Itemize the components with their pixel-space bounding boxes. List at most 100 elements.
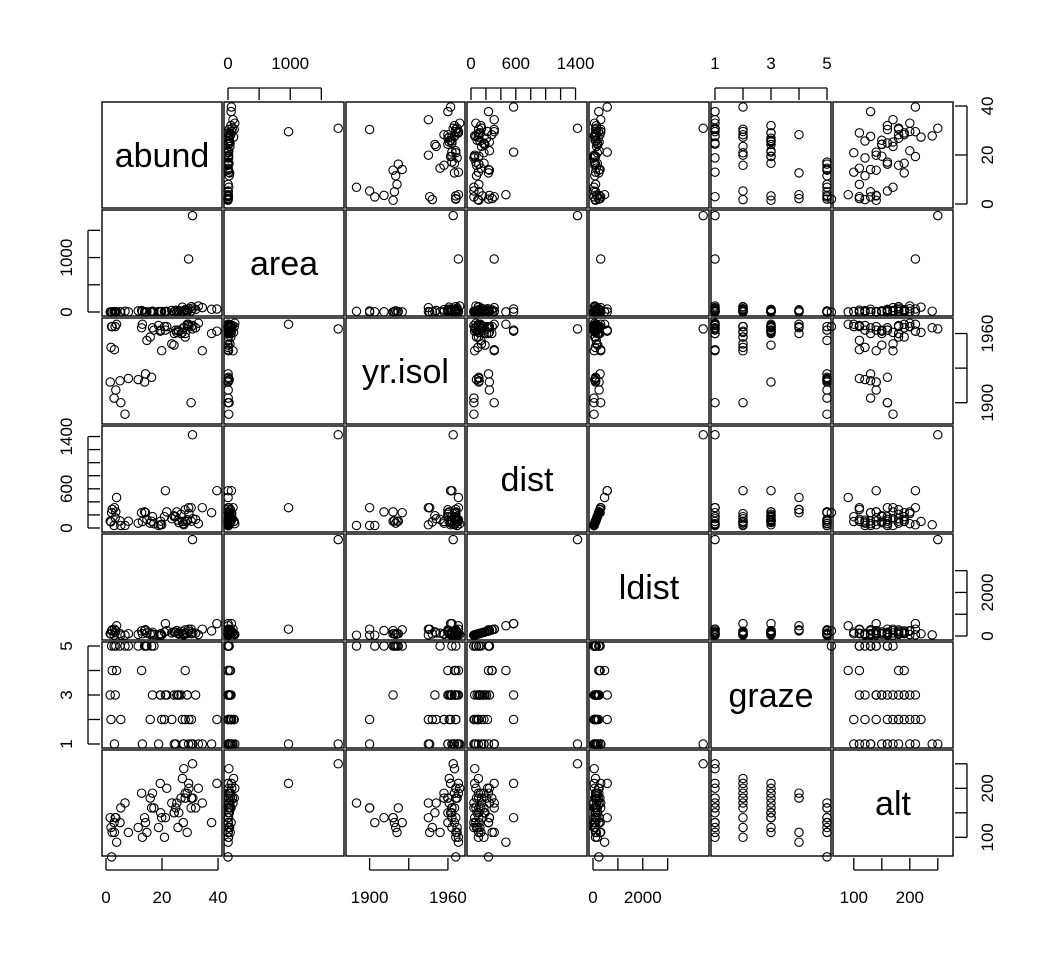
data-point xyxy=(451,641,461,651)
data-point xyxy=(448,430,458,440)
data-point xyxy=(147,306,158,316)
data-point xyxy=(120,630,130,640)
data-point xyxy=(899,319,909,330)
data-point xyxy=(225,141,235,152)
data-point xyxy=(871,690,881,700)
data-point xyxy=(116,714,126,725)
data-point xyxy=(905,508,915,519)
data-point xyxy=(476,304,486,315)
data-point xyxy=(479,832,489,843)
data-point xyxy=(910,319,921,330)
data-point xyxy=(229,124,239,135)
data-point xyxy=(822,518,832,528)
data-point xyxy=(224,822,235,833)
tick-label: 1900 xyxy=(351,888,389,907)
data-point xyxy=(388,812,398,823)
data-point xyxy=(766,146,776,156)
data-point xyxy=(476,798,487,808)
data-point xyxy=(899,665,909,676)
data-point xyxy=(111,492,122,503)
data-point xyxy=(206,507,217,518)
data-point xyxy=(107,665,117,676)
data-point xyxy=(738,132,748,142)
data-point xyxy=(899,129,909,140)
data-point xyxy=(351,306,362,317)
data-point xyxy=(483,328,494,339)
data-point xyxy=(766,812,776,823)
data-point xyxy=(223,812,234,823)
data-point xyxy=(145,332,155,342)
data-point xyxy=(223,817,234,828)
panel-dist-vs-alt xyxy=(826,425,954,533)
panel-frame xyxy=(588,101,710,209)
data-point xyxy=(448,123,458,134)
data-point xyxy=(843,492,853,503)
data-point xyxy=(206,304,217,315)
data-point xyxy=(590,832,601,843)
data-point xyxy=(826,321,837,332)
panel-yr.isol-vs-yr.isol: yr.isol xyxy=(345,317,466,425)
data-point xyxy=(430,307,440,317)
data-point xyxy=(854,641,865,651)
data-point xyxy=(116,397,126,408)
panel-frame xyxy=(832,641,954,749)
data-point xyxy=(184,783,194,794)
data-point xyxy=(188,320,198,331)
data-point xyxy=(177,516,188,527)
data-point xyxy=(224,168,235,178)
data-point xyxy=(822,163,832,173)
data-point xyxy=(698,123,708,134)
data-point xyxy=(227,320,238,331)
data-point xyxy=(860,194,870,205)
data-point xyxy=(766,377,776,387)
panel-alt-vs-abund xyxy=(101,749,223,862)
data-point xyxy=(186,516,197,527)
data-point xyxy=(589,409,599,419)
data-point xyxy=(602,326,612,336)
panel-frame xyxy=(466,641,588,749)
data-point xyxy=(572,210,583,221)
data-point xyxy=(226,102,237,112)
data-point xyxy=(111,507,121,517)
data-point xyxy=(212,714,222,725)
data-point xyxy=(594,190,604,201)
data-point xyxy=(822,192,832,202)
tick-label: 1960 xyxy=(429,888,467,907)
data-point xyxy=(389,516,400,526)
data-point xyxy=(454,301,465,311)
panel-frame xyxy=(588,533,710,641)
data-point xyxy=(225,665,236,676)
tick-label: 200 xyxy=(896,888,924,907)
data-point xyxy=(590,376,601,386)
data-point xyxy=(501,621,511,631)
data-point xyxy=(594,817,604,828)
data-point xyxy=(105,690,115,700)
data-point xyxy=(888,502,898,513)
panel-graze-vs-graze: graze xyxy=(710,641,832,749)
data-point xyxy=(431,141,441,152)
panel-frame xyxy=(223,101,345,209)
data-point xyxy=(899,511,909,522)
tick-label: 0 xyxy=(57,523,76,532)
data-point xyxy=(137,832,148,843)
data-point xyxy=(471,739,481,749)
panel-area-vs-abund xyxy=(101,209,223,317)
data-point xyxy=(136,665,147,676)
data-point xyxy=(595,302,606,313)
data-point xyxy=(469,798,479,808)
data-point xyxy=(849,714,859,725)
data-point xyxy=(710,254,720,264)
data-point xyxy=(822,321,832,332)
data-point xyxy=(228,624,238,634)
tick-label: 0 xyxy=(57,307,76,316)
data-point xyxy=(483,788,494,798)
data-point xyxy=(710,123,720,134)
data-point xyxy=(471,629,481,640)
data-point xyxy=(860,714,870,725)
tick-label: 1000 xyxy=(271,54,309,73)
data-point xyxy=(910,126,921,137)
data-point xyxy=(860,320,870,331)
panel-frame xyxy=(588,425,710,533)
data-point xyxy=(180,332,190,342)
data-point xyxy=(865,376,876,386)
